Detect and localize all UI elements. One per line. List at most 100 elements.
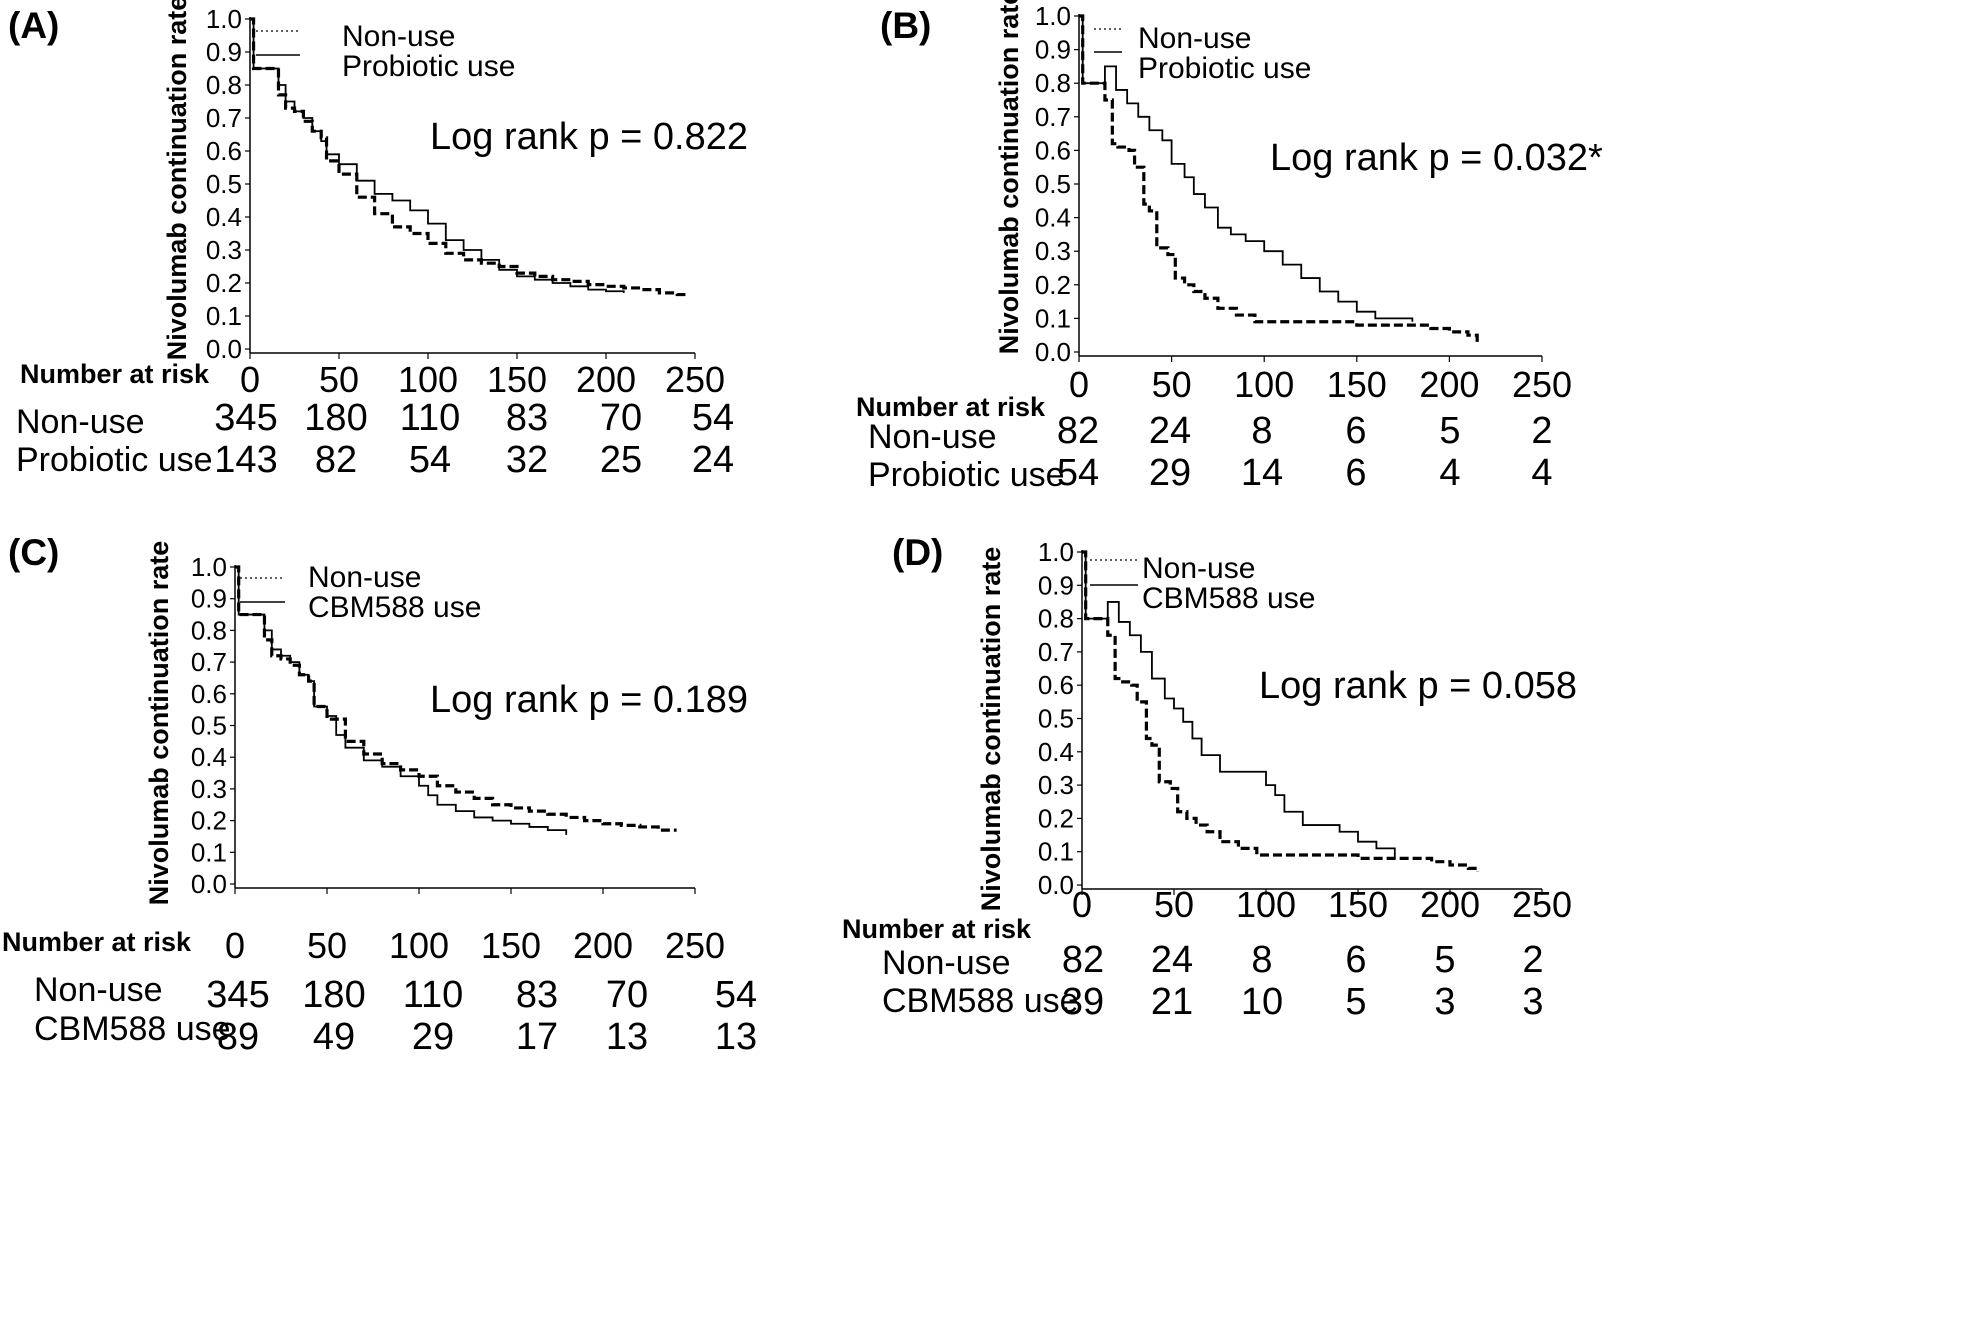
risk-value: 143	[214, 439, 277, 481]
km-curve-2	[250, 18, 625, 293]
legend: Non-use CBM588 use	[240, 561, 481, 624]
panel-label: (B)	[880, 5, 931, 46]
risk-table-title: Number at risk	[856, 392, 1046, 422]
panel-b: (B) Nivolumab continuation rate 0.0 0.1 0.…	[856, 0, 1984, 661]
risk-value: 32	[506, 439, 548, 481]
risk-value: 24	[1149, 410, 1191, 452]
risk-row-label-2: Probiotic use	[16, 441, 213, 479]
legend-series-2: CBM588 use	[308, 591, 481, 624]
y-tick-label: 0.2	[191, 806, 227, 836]
y-tick-label: 0.5	[1038, 704, 1074, 734]
km-chart-c: (C) Nivolumab continuation rate 0.00.10.…	[2, 532, 757, 1058]
x-tick-label: 150	[1327, 364, 1387, 405]
y-tick-label: 0.9	[1035, 35, 1071, 65]
y-tick-label: 0.8	[1038, 604, 1074, 634]
y-tick-label: 0.0	[191, 869, 227, 899]
y-tick-label: 0.8	[206, 70, 242, 100]
legend-series-1: Non-use	[1138, 22, 1251, 55]
risk-value: 3	[1522, 981, 1543, 1023]
x-tick-label: 50	[319, 359, 359, 400]
risk-value: 2	[1522, 939, 1543, 981]
risk-value: 70	[600, 397, 642, 439]
x-tick-label: 0	[225, 925, 245, 966]
risk-value: 29	[1149, 452, 1191, 494]
y-axis-label: Nivolumab continuation rate	[162, 0, 192, 360]
risk-value: 345	[214, 397, 277, 439]
risk-value: 6	[1345, 410, 1366, 452]
log-rank-annotation: Log rank p = 0.822	[430, 116, 748, 158]
y-tick-label: 0.0	[206, 334, 242, 364]
x-tick-label: 0	[240, 359, 260, 400]
y-tick-label: 1.0	[191, 552, 227, 582]
x-tick-label: 250	[1512, 884, 1572, 925]
y-tick-label: 0.7	[191, 647, 227, 677]
y-tick-label: 0.0	[1038, 870, 1074, 900]
risk-value: 83	[516, 974, 558, 1016]
x-tick-label: 150	[481, 925, 541, 966]
x-tick-label: 100	[398, 359, 458, 400]
risk-value: 8	[1251, 939, 1272, 981]
y-tick-label: 0.3	[1035, 236, 1071, 266]
risk-row-label-2: CBM588 use	[34, 1010, 231, 1048]
y-tick-label: 0.6	[206, 136, 242, 166]
x-tick-label: 0	[1072, 884, 1092, 925]
y-tick-label: 0.8	[1035, 68, 1071, 98]
risk-row-label-2: Probiotic use	[868, 456, 1065, 494]
y-tick-label: 0.7	[206, 103, 242, 133]
legend: Non-use CBM588 use	[1090, 552, 1315, 615]
km-chart-a: (A) Nivolumab continuation rate 0.00.1 0.…	[8, 0, 748, 481]
legend-series-1: Non-use	[308, 561, 421, 594]
risk-value: 39	[1062, 981, 1104, 1023]
y-tick-label: 0.1	[1038, 837, 1074, 867]
km-chart-d: (D) Nivolumab continuation rate 0.00.1 0.…	[842, 532, 1577, 1023]
y-axis-label: Nivolumab continuation rate	[144, 541, 174, 906]
y-tick-label: 0.4	[206, 202, 242, 232]
y-tick-label: 0.6	[1035, 135, 1071, 165]
risk-value: 25	[600, 439, 642, 481]
risk-value: 5	[1439, 410, 1460, 452]
y-axis-label: Nivolumab continuation rate	[976, 547, 1006, 912]
y-tick-label: 0.5	[191, 711, 227, 741]
x-tick-label: 50	[1154, 884, 1194, 925]
risk-value: 6	[1345, 939, 1366, 981]
risk-value: 21	[1151, 981, 1193, 1023]
legend-series-1: Non-use	[1142, 552, 1255, 585]
risk-value: 6	[1345, 452, 1366, 494]
x-tick-label: 200	[1419, 364, 1479, 405]
risk-value: 5	[1345, 981, 1366, 1023]
panel-label: (A)	[8, 5, 59, 46]
y-tick-label: 0.8	[191, 615, 227, 645]
y-tick-label: 0.4	[1038, 737, 1074, 767]
km-curve-1	[1079, 14, 1479, 346]
legend-series-2: Probiotic use	[1138, 52, 1311, 85]
y-axis-label: Nivolumab continuation rate	[994, 0, 1024, 354]
risk-value: 180	[304, 397, 367, 439]
x-tick-label: 200	[576, 359, 636, 400]
km-chart-b: (B) Nivolumab continuation rate 0.00.10.…	[856, 0, 1603, 494]
x-tick-label: 250	[665, 359, 725, 400]
x-tick-label: 50	[1152, 364, 1192, 405]
x-tick-label: 250	[1512, 364, 1572, 405]
y-tick-label: 0.4	[191, 742, 227, 772]
km-curve-2	[1079, 15, 1414, 322]
log-rank-annotation: Log rank p = 0.032*	[1270, 137, 1603, 179]
km-curve-2	[235, 566, 568, 835]
y-tick-label: 0.3	[191, 774, 227, 804]
y-tick-label: 0.1	[206, 301, 242, 331]
risk-value: 345	[206, 974, 269, 1016]
risk-value: 82	[315, 439, 357, 481]
km-curve-1	[235, 565, 677, 832]
legend: Non-use Probiotic use	[256, 20, 515, 83]
y-tick-label: 0.5	[206, 169, 242, 199]
risk-value: 24	[1151, 939, 1193, 981]
risk-row-label-1: Non-use	[34, 971, 163, 1009]
risk-value: 14	[1241, 452, 1283, 494]
x-tick-label: 0	[1069, 364, 1089, 405]
x-tick-label: 200	[1420, 884, 1480, 925]
legend-series-2: Probiotic use	[342, 50, 515, 83]
risk-value: 13	[606, 1016, 648, 1058]
risk-value: 82	[1062, 939, 1104, 981]
y-tick-label: 0.1	[1035, 303, 1071, 333]
y-tick-label: 0.9	[191, 584, 227, 614]
y-tick-label: 0.7	[1035, 102, 1071, 132]
